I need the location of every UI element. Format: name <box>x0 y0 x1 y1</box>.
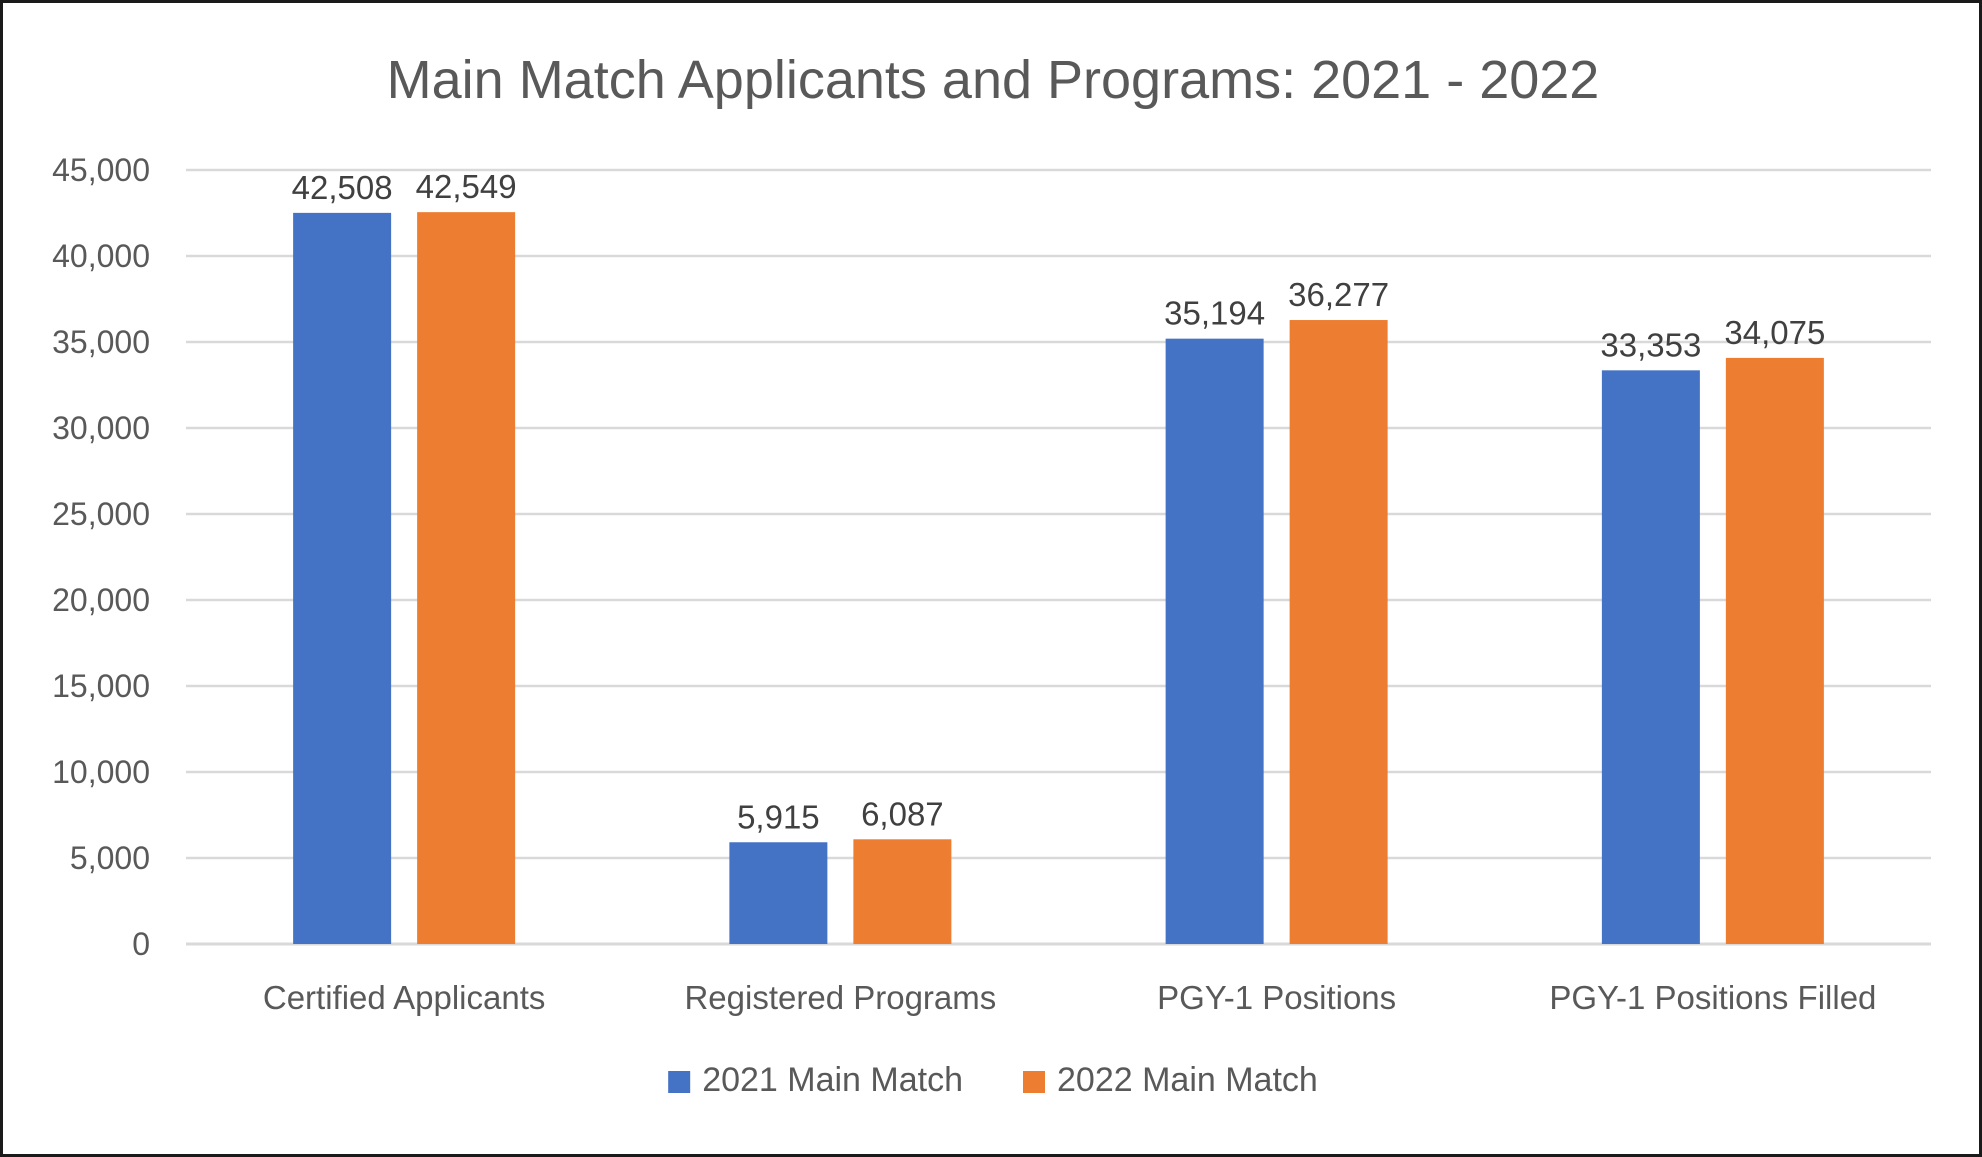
bar <box>293 212 392 944</box>
y-tick-label: 45,000 <box>52 152 150 188</box>
bar <box>1289 320 1388 944</box>
bars <box>293 212 1824 945</box>
bar <box>1165 338 1264 944</box>
y-tick-label: 15,000 <box>52 668 150 704</box>
legend-item: 2022 Main Match <box>1023 1061 1318 1099</box>
legend: 2021 Main Match 2022 Main Match <box>668 1061 1318 1099</box>
y-tick-label: 10,000 <box>52 754 150 790</box>
data-label: 35,194 <box>1164 295 1265 332</box>
bar <box>853 839 952 944</box>
legend-item: 2021 Main Match <box>668 1061 963 1099</box>
data-label: 6,087 <box>861 795 944 832</box>
bar <box>729 842 828 944</box>
legend-swatch <box>668 1071 691 1093</box>
y-tick-label: 0 <box>132 926 150 962</box>
x-category-label: PGY-1 Positions <box>1157 979 1396 1016</box>
data-label: 5,915 <box>737 798 820 835</box>
data-label: 33,353 <box>1600 326 1701 363</box>
y-tick-label: 20,000 <box>52 582 150 618</box>
y-axis-ticks: 0 5,000 10,000 15,000 20,000 25,000 30,000 35,0… <box>52 152 150 962</box>
x-category-label: Certified Applicants <box>263 979 545 1016</box>
bar <box>1601 370 1700 945</box>
bar-chart: Main Match Applicants and Programs: 2021… <box>52 50 1931 1099</box>
data-label: 42,508 <box>292 169 393 206</box>
bar <box>1725 357 1824 944</box>
x-axis-categories: Certified Applicants Registered Programs P… <box>263 979 1877 1016</box>
x-category-label: PGY-1 Positions Filled <box>1549 979 1876 1016</box>
bar <box>417 212 516 944</box>
y-tick-label: 30,000 <box>52 410 150 446</box>
legend-label: 2021 Main Match <box>702 1061 963 1099</box>
data-label: 42,549 <box>416 168 517 205</box>
y-tick-label: 25,000 <box>52 496 150 532</box>
y-tick-label: 5,000 <box>70 840 150 876</box>
legend-label: 2022 Main Match <box>1057 1061 1318 1099</box>
y-tick-label: 40,000 <box>52 238 150 274</box>
y-tick-label: 35,000 <box>52 324 150 360</box>
legend-swatch <box>1023 1071 1045 1093</box>
x-category-label: Registered Programs <box>684 979 996 1016</box>
data-label: 36,277 <box>1288 276 1389 313</box>
chart-title: Main Match Applicants and Programs: 2021… <box>387 50 1600 110</box>
data-labels: 42,508 42,549 5,915 6,087 35,194 36,277 33,353… <box>292 168 1826 835</box>
data-label: 34,075 <box>1724 314 1825 351</box>
